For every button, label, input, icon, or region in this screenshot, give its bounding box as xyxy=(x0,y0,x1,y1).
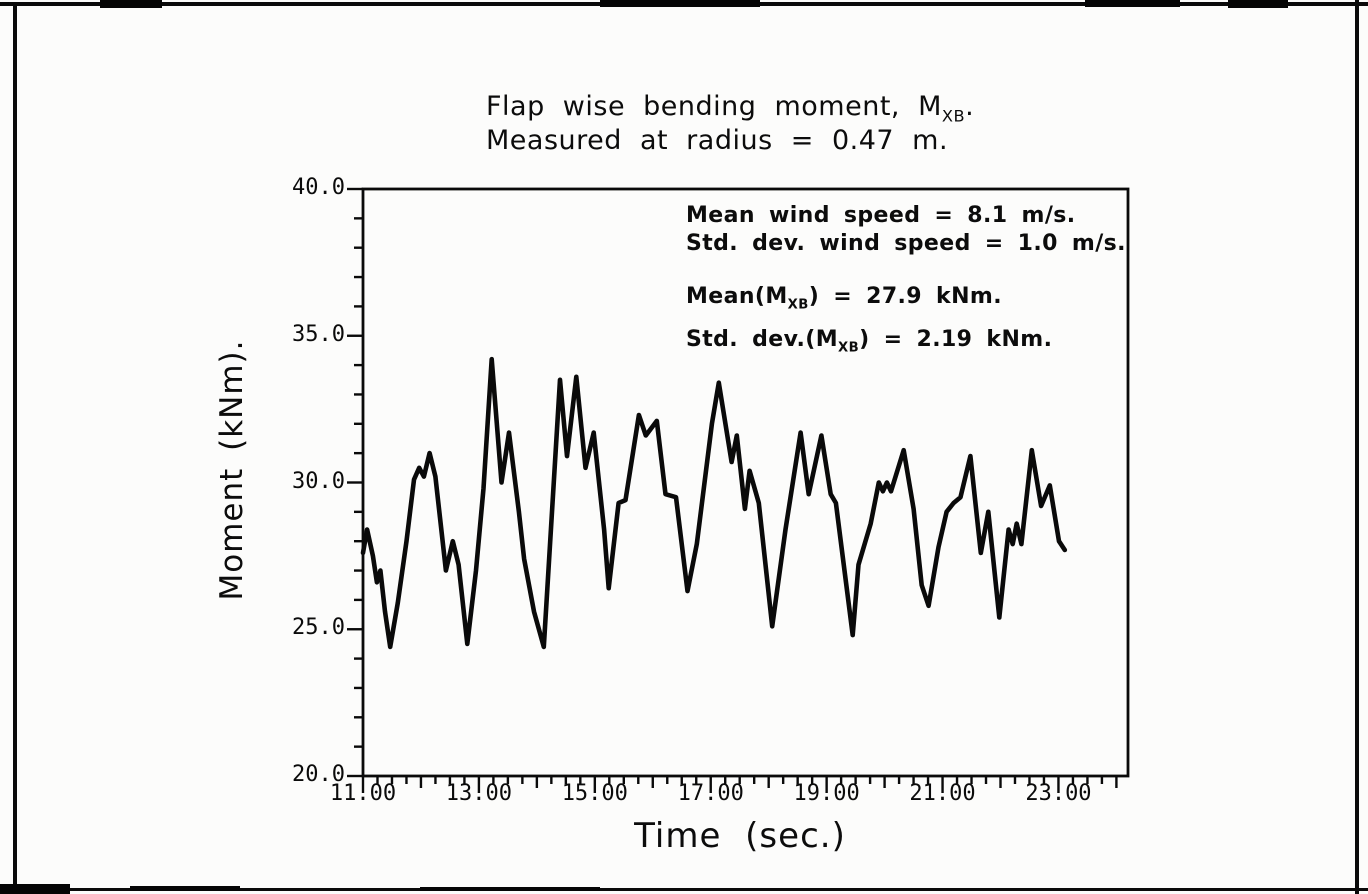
scan-artifact xyxy=(1228,0,1288,8)
scan-artifact xyxy=(420,887,600,891)
y-tick-label: 25.0 xyxy=(292,615,345,641)
y-tick-label: 35.0 xyxy=(292,321,345,347)
page-border-left xyxy=(13,2,17,890)
page-border-bottom xyxy=(0,888,1368,891)
figure-title-line1: Flap wise bending moment, MXB. xyxy=(486,91,975,126)
scan-artifact xyxy=(1085,0,1180,7)
x-axis-label: Time (sec.) xyxy=(634,816,846,856)
scan-artifact xyxy=(600,0,760,7)
x-tick-label: 17.00 xyxy=(677,781,744,806)
x-tick-label: 23.00 xyxy=(1025,781,1092,806)
annotation-std-wind-speed: Std. dev. wind speed = 1.0 m/s. xyxy=(686,231,1126,256)
annotation-mean-moment: Mean(MXB) = 27.9 kNm. xyxy=(686,284,1002,313)
moment-series-line xyxy=(360,356,1068,650)
x-tick-label: 21.00 xyxy=(909,781,976,806)
plot-box xyxy=(361,187,1130,778)
annotation-std-moment: Std. dev.(MXB) = 2.19 kNm. xyxy=(686,327,1053,356)
scan-artifact xyxy=(130,886,240,891)
annotation-mean-wind-speed: Mean wind speed = 8.1 m/s. xyxy=(686,203,1076,228)
scan-artifact xyxy=(0,884,70,894)
figure-title-line2: Measured at radius = 0.47 m. xyxy=(486,125,949,156)
scan-artifact xyxy=(100,0,162,8)
x-tick-label: 11.00 xyxy=(329,781,397,806)
stats-annotations: Mean wind speed = 8.1 m/s. Std. dev. win… xyxy=(686,202,1126,354)
page-border-right xyxy=(1355,0,1359,894)
y-tick-label: 30.0 xyxy=(292,468,345,494)
y-tick-label: 20.0 xyxy=(292,762,345,787)
x-tick-label: 13.00 xyxy=(445,781,513,806)
x-tick-label: 19.00 xyxy=(793,781,860,806)
x-tick-label: 15.00 xyxy=(561,781,628,806)
figure-title: Flap wise bending moment, MXB. Measured … xyxy=(486,90,974,158)
y-tick-label: 40.0 xyxy=(292,175,345,200)
